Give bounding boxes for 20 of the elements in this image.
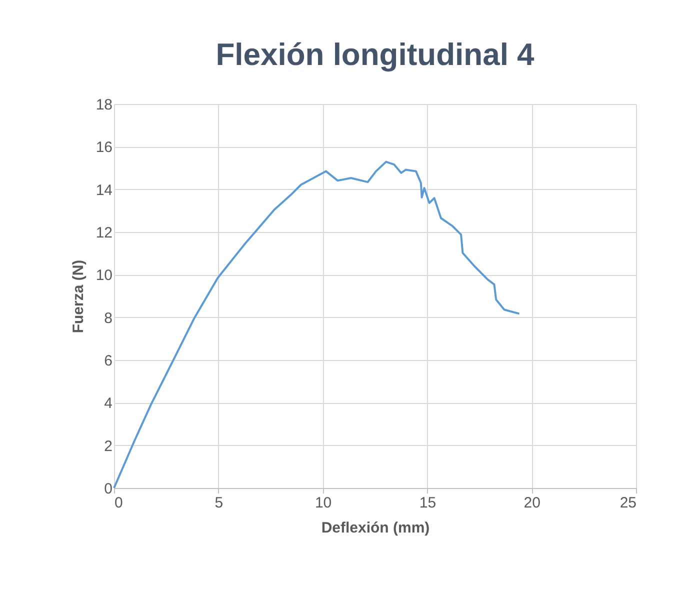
- line-series: [113, 160, 520, 489]
- chart-title: Flexión longitudinal 4: [216, 37, 536, 72]
- y-tick-label: 14: [96, 182, 112, 199]
- y-tick-label: 8: [104, 310, 112, 327]
- x-tick-label: 20: [524, 494, 540, 512]
- x-tick-label: 5: [214, 494, 224, 512]
- x-tick-label: 0: [114, 494, 123, 512]
- x-axis-title: Deflexión (mm): [321, 520, 430, 536]
- x-tick-label: 10: [314, 494, 332, 512]
- y-axis-title: Fuerza (N): [70, 260, 87, 334]
- y-tick-label: 12: [96, 224, 112, 242]
- y-tick-label: 2: [104, 438, 112, 455]
- x-tick-label: 25: [620, 494, 636, 512]
- y-tick-label: 10: [96, 267, 112, 284]
- y-tick-label: 6: [104, 352, 112, 370]
- x-tick-label: 15: [419, 494, 436, 512]
- y-tick-label: 16: [96, 139, 112, 156]
- y-tick-label: 0: [104, 480, 112, 498]
- y-tick-label: 4: [104, 395, 112, 412]
- y-tick-label: 18: [96, 96, 112, 114]
